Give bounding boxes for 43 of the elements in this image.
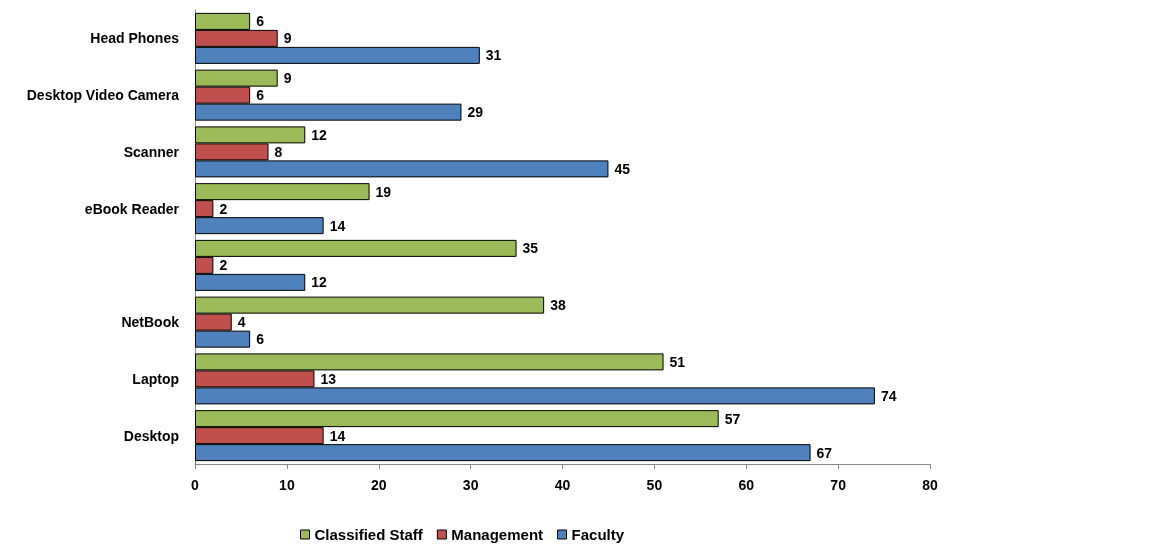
data-label: 13 xyxy=(320,370,337,387)
data-label: 19 xyxy=(375,183,392,200)
data-label: 38 xyxy=(550,297,566,314)
x-tick-label: 20 xyxy=(370,477,387,493)
data-label: 29 xyxy=(467,104,484,121)
x-tick-label: 80 xyxy=(922,477,938,493)
x-tick-label: 0 xyxy=(191,477,200,493)
data-label: 14 xyxy=(329,217,346,234)
data-label: 9 xyxy=(283,30,292,47)
x-tick-label: 30 xyxy=(462,477,479,493)
x-tick-label: 10 xyxy=(279,477,295,493)
data-label: 67 xyxy=(816,444,833,461)
data-label: 31 xyxy=(485,47,502,64)
data-label: 57 xyxy=(724,410,741,427)
data-label: 6 xyxy=(256,13,265,30)
legend-label: Classified Staff xyxy=(314,526,424,543)
x-tick-label: 50 xyxy=(646,477,663,493)
data-label: 14 xyxy=(329,427,346,444)
data-label: 9 xyxy=(283,70,292,87)
data-label: 74 xyxy=(880,387,897,404)
y-tick-label: Desktop Video Camera xyxy=(26,87,180,104)
data-label: 8 xyxy=(274,143,283,160)
data-label: 45 xyxy=(614,160,631,177)
y-tick-label: NetBook xyxy=(121,314,180,331)
data-label: 4 xyxy=(237,314,246,331)
data-label: 35 xyxy=(522,240,539,257)
data-label: 2 xyxy=(219,257,228,274)
legend-label: Faculty xyxy=(571,526,625,543)
x-tick-label: 40 xyxy=(554,477,571,493)
data-label: 2 xyxy=(219,200,228,217)
x-tick-label: 70 xyxy=(830,477,847,493)
y-tick-label: Desktop xyxy=(123,427,179,444)
y-tick-label: eBook Reader xyxy=(84,200,180,217)
y-tick-label: Scanner xyxy=(123,143,180,160)
y-tick-label: Laptop xyxy=(132,370,179,387)
data-label: 6 xyxy=(256,87,265,104)
data-label: 12 xyxy=(311,126,328,143)
data-label: 51 xyxy=(669,353,686,370)
data-label: 6 xyxy=(256,331,265,348)
x-tick-label: 60 xyxy=(738,477,755,493)
y-tick-label: Head Phones xyxy=(90,30,180,47)
data-label: 12 xyxy=(311,274,328,291)
legend-label: Management xyxy=(451,526,544,543)
